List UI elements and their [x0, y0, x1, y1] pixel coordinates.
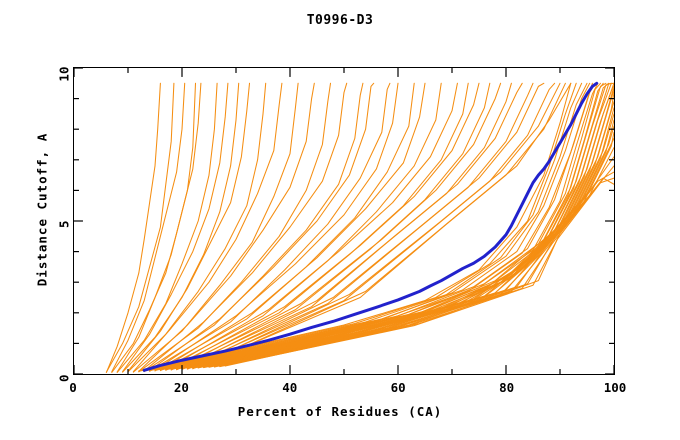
prediction-curve: [165, 82, 607, 370]
prediction-curve: [197, 82, 572, 369]
prediction-curve: [127, 82, 267, 373]
prediction-curve: [219, 171, 614, 367]
prediction-curve: [138, 82, 315, 372]
y-axis-label: Distance Cutoff, A: [34, 132, 50, 287]
x-tick-label: 80: [499, 380, 515, 395]
prediction-curve: [159, 82, 442, 372]
y-tick-label: 5: [56, 220, 72, 229]
prediction-curve: [154, 82, 596, 371]
prediction-curve: [127, 82, 251, 372]
prediction-curve: [105, 82, 175, 373]
x-axis-label: Percent of Residues (CA): [237, 404, 443, 419]
prediction-curve: [138, 82, 332, 373]
axis-ticks: [74, 68, 614, 374]
prediction-curve: [186, 82, 545, 370]
plot-area: [73, 67, 615, 375]
prediction-curve: [219, 177, 614, 368]
highlight-curve: [142, 81, 599, 372]
prediction-curve: [170, 82, 480, 370]
prediction-curve: [154, 82, 415, 372]
prediction-curve: [159, 82, 604, 371]
prediction-curve: [170, 82, 612, 370]
prediction-curve: [138, 82, 577, 372]
y-tick-label: 10: [56, 66, 72, 82]
prediction-curve: [176, 82, 502, 370]
y-tick-label: 0: [56, 374, 72, 383]
prediction-curve: [208, 137, 614, 368]
x-tick-label: 20: [173, 380, 189, 395]
prediction-curve: [143, 82, 583, 372]
prediction-curve: [203, 125, 614, 368]
prediction-curve: [159, 82, 426, 371]
prediction-curve: [154, 82, 399, 371]
chart-title: T0996-D3: [306, 13, 374, 28]
prediction-curve: [105, 82, 161, 373]
prediction-curve: [143, 82, 348, 372]
prediction-curve: [116, 82, 202, 373]
x-tick-label: 60: [390, 380, 406, 395]
prediction-curve: [224, 177, 614, 367]
prediction-curve: [122, 82, 229, 373]
prediction-curve: [116, 82, 218, 373]
x-tick-label: 0: [69, 380, 77, 395]
prediction-curve: [213, 156, 614, 368]
prediction-curve: [181, 82, 523, 370]
series-layer: [105, 81, 614, 373]
prediction-curve: [132, 82, 283, 373]
x-tick-label: 40: [282, 380, 298, 395]
prediction-curve: [111, 82, 186, 373]
prediction-curve: [149, 82, 375, 372]
prediction-curve: [165, 82, 458, 371]
prediction-curve: [122, 82, 240, 373]
prediction-curve: [192, 82, 561, 369]
x-tick-label: 100: [603, 380, 627, 395]
plot-canvas: [74, 68, 614, 374]
